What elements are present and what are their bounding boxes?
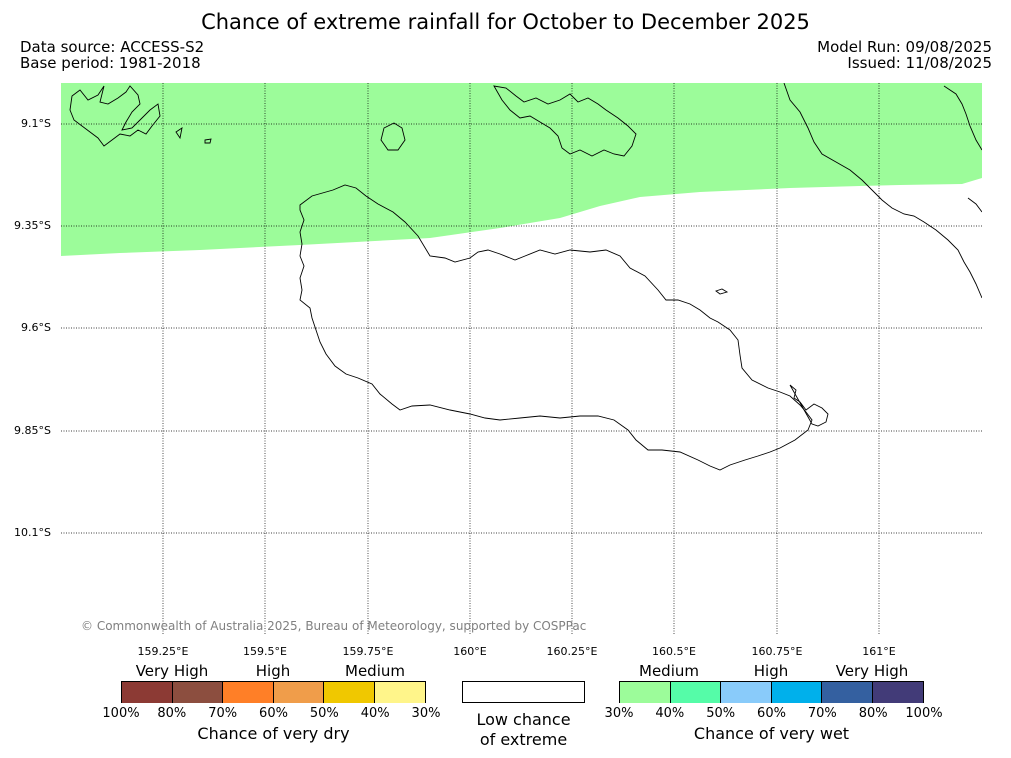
wet-swatch-1 [670, 682, 721, 703]
very-wet-medium-region [61, 83, 982, 256]
dry-swatch-0 [122, 682, 173, 703]
wet-category-very-high: Very High [835, 662, 909, 680]
wet-tick-3: 60% [757, 706, 786, 721]
dry-category-medium: Medium [345, 662, 405, 680]
lat-label-10-1: 10.1°S [14, 526, 51, 539]
lat-label-9-6: 9.6°S [21, 321, 51, 334]
wet-swatch-0 [620, 682, 671, 703]
dry-swatch-1 [172, 682, 223, 703]
lon-label-160: 160°E [453, 645, 487, 658]
wet-category-medium: Medium [639, 662, 699, 680]
lon-label-160-75: 160.75°E [751, 645, 803, 658]
wet-tick-5: 80% [858, 706, 888, 721]
dry-tick-5: 40% [360, 706, 390, 721]
wet-tick-6: 100% [905, 706, 943, 721]
northwest-islet-2 [204, 138, 212, 144]
guadalcanal-coastline [299, 184, 813, 471]
map-title: Chance of extreme rainfall for October t… [201, 10, 810, 34]
dry-tick-6: 30% [411, 706, 441, 721]
lon-label-161: 161°E [862, 645, 896, 658]
lon-label-159-25: 159.25°E [137, 645, 189, 658]
wet-category-high: High [753, 662, 789, 680]
dry-tick-0: 100% [102, 706, 140, 721]
model-run: Model Run: 09/08/2025 [817, 38, 992, 56]
lon-label-160-25: 160.25°E [546, 645, 598, 658]
wet-tick-2: 50% [706, 706, 736, 721]
florida-islands [493, 85, 637, 157]
malaita-east-islet [967, 197, 982, 213]
wet-caption: Chance of very wet [693, 724, 850, 743]
dry-caption: Chance of very dry [197, 724, 350, 743]
dry-swatch-5 [374, 682, 425, 703]
northwest-islands [69, 85, 161, 147]
malaita-coastline [783, 83, 982, 299]
dry-category-high: High [255, 662, 291, 680]
lat-label-9-85: 9.85°S [14, 424, 51, 437]
lon-label-159-5: 159.5°E [243, 645, 287, 658]
small-island [715, 288, 729, 295]
dry-swatch-4 [324, 682, 375, 703]
copyright-notice: © Commonwealth of Australia 2025, Bureau… [81, 619, 587, 633]
lat-label-9-1: 9.1°S [21, 117, 51, 130]
wet-swatch-2 [721, 682, 772, 703]
malaita-north-coast [943, 85, 982, 151]
lat-label-9-35: 9.35°S [14, 219, 51, 232]
lon-label-160-5: 160.5°E [652, 645, 696, 658]
wet-colorbar [619, 681, 924, 703]
dry-colorbar [121, 681, 426, 703]
base-period: Base period: 1981-2018 [20, 54, 201, 72]
dry-tick-1: 80% [157, 706, 187, 721]
data-source: Data source: ACCESS-S2 [20, 38, 205, 56]
east-islets [789, 384, 829, 427]
wet-swatch-3 [771, 682, 822, 703]
northwest-islet [175, 127, 183, 140]
dry-swatch-2 [223, 682, 274, 703]
wet-tick-4: 70% [807, 706, 837, 721]
low-chance-swatch [462, 681, 585, 703]
central-north-island [380, 122, 406, 151]
lon-label-159-75: 159.75°E [342, 645, 394, 658]
wet-tick-1: 40% [655, 706, 685, 721]
low-chance-caption-line2: of extreme [479, 730, 568, 749]
dry-tick-4: 50% [309, 706, 339, 721]
wet-swatch-5 [872, 682, 923, 703]
dry-category-very-high: Very High [135, 662, 209, 680]
issued-date: Issued: 11/08/2025 [847, 54, 992, 72]
dry-tick-3: 60% [259, 706, 288, 721]
wet-swatch-4 [822, 682, 873, 703]
low-chance-caption-line1: Low chance [476, 710, 571, 729]
graticule [61, 83, 982, 635]
dry-swatch-3 [273, 682, 324, 703]
wet-tick-0: 30% [604, 706, 634, 721]
dry-tick-2: 70% [208, 706, 238, 721]
